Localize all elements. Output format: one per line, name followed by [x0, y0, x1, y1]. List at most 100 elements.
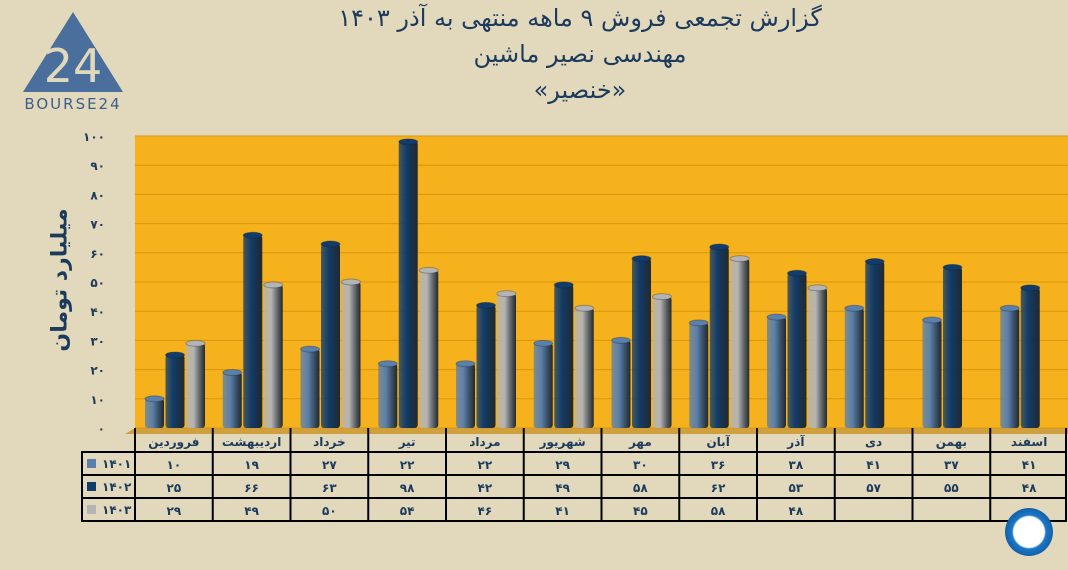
- data-table: [81, 451, 1067, 522]
- bar-cap: [922, 316, 942, 324]
- bar-cap: [144, 395, 165, 403]
- bar-cap: [320, 240, 341, 248]
- bar-cap: [165, 351, 185, 359]
- bar-۱۴۰۱-6: [611, 340, 631, 428]
- svg-text:24: 24: [44, 39, 103, 93]
- data-label: ۵۵: [944, 481, 959, 495]
- bar-cap: [300, 345, 320, 353]
- data-label: ۴۶: [478, 504, 493, 518]
- bar-cap: [709, 243, 730, 251]
- y-tick-label: ۵۰: [90, 276, 105, 290]
- bar-۱۴۰۳-4: [497, 293, 516, 428]
- data-label: ۲۲: [400, 458, 415, 472]
- bar-cap: [807, 284, 828, 292]
- x-tick-label: اردیبهشت: [222, 435, 281, 449]
- x-tick-label: مهر: [628, 435, 652, 449]
- y-tick-label: ۰: [98, 422, 105, 436]
- bar-۱۴۰۲-5: [554, 284, 574, 428]
- bar-cap: [496, 290, 517, 298]
- bar-cap: [844, 304, 865, 312]
- data-label: ۴۱: [1022, 458, 1037, 472]
- bar-cap: [688, 319, 709, 327]
- y-tick-label: ۶۰: [90, 247, 105, 261]
- data-label: ۴۸: [1022, 481, 1037, 495]
- bar-cap: [398, 138, 419, 146]
- bar-۱۴۰۱-7: [689, 322, 709, 428]
- data-label: ۴۹: [555, 481, 570, 495]
- legend-label: ۱۴۰۱: [102, 457, 131, 471]
- data-label: ۵۸: [633, 481, 648, 495]
- y-tick-label: ۴۰: [90, 305, 105, 319]
- bar-cap: [1020, 284, 1041, 292]
- data-label: ۱۰: [167, 458, 182, 472]
- x-tick-label: فروردین: [148, 435, 199, 450]
- data-label: ۶۶: [244, 481, 259, 495]
- logo-text: BOURSE24: [24, 95, 122, 113]
- bar-۱۴۰۳-5: [574, 308, 594, 428]
- data-label: ۱۹: [244, 458, 259, 472]
- bar-۱۴۰۱-8: [767, 317, 786, 428]
- bar-۱۴۰۱-10: [922, 319, 942, 428]
- bar-۱۴۰۲-7: [709, 246, 729, 428]
- bar-cap: [652, 293, 672, 301]
- bar-۱۴۰۱-5: [533, 343, 553, 428]
- bar-۱۴۰۳-1: [263, 284, 283, 428]
- data-label: ۲۲: [478, 458, 493, 472]
- bar-۱۴۰۱-9: [844, 308, 864, 428]
- bar-cap: [341, 278, 361, 286]
- data-label: ۵۴: [400, 504, 415, 518]
- y-tick-label: ۷۰: [90, 218, 105, 232]
- bar-۱۴۰۲-8: [787, 273, 807, 428]
- bourse24-logo-icon: 24: [23, 12, 123, 93]
- y-tick-label: ۸۰: [90, 188, 105, 202]
- bar-cap: [533, 339, 554, 347]
- bar-۱۴۰۲-2: [321, 244, 340, 428]
- bar-۱۴۰۲-10: [943, 267, 962, 428]
- data-label: ۴۹: [244, 504, 259, 518]
- x-tick-label: آبان: [706, 434, 730, 449]
- x-tick-label: شهریور: [539, 435, 586, 450]
- bar-۱۴۰۱-4: [456, 363, 475, 428]
- data-label: ۲۷: [322, 458, 337, 472]
- x-tick-label: آذر: [786, 434, 805, 449]
- bar-cap: [999, 304, 1020, 312]
- bar-cap: [611, 336, 631, 344]
- bar-۱۴۰۲-0: [165, 355, 185, 428]
- bar-۱۴۰۲-4: [476, 305, 496, 428]
- x-tick-label: اسفند: [1011, 435, 1047, 449]
- data-label: ۴۵: [633, 504, 648, 518]
- data-label: ۲۹: [167, 504, 182, 518]
- data-label: ۶۲: [711, 481, 726, 495]
- data-label: ۳۷: [944, 458, 959, 472]
- data-label: ۵۸: [711, 504, 726, 518]
- company-name: مهندسی نصیر ماشین: [473, 40, 687, 68]
- data-label: ۳۸: [789, 458, 804, 472]
- ticker-name: «خنصیر»: [533, 76, 627, 104]
- bar-cap: [242, 231, 263, 239]
- bar-۱۴۰۲-6: [632, 258, 651, 428]
- bar-cap: [377, 360, 398, 368]
- bar-cap: [864, 258, 885, 266]
- bar-cap: [476, 301, 496, 309]
- bar-cap: [942, 263, 963, 271]
- bar-۱۴۰۱-0: [145, 398, 164, 428]
- y-tick-label: ۱۰: [90, 393, 105, 407]
- bar-cap: [766, 313, 787, 321]
- data-label: ۲۹: [555, 458, 570, 472]
- x-tick-label: مرداد: [469, 435, 500, 449]
- chart-title: گزارش تجمعی فروش ۹ ماهه منتهی به آذر ۱۴۰…: [338, 4, 822, 32]
- data-label: ۹۸: [400, 481, 415, 495]
- bar-cap: [418, 266, 439, 274]
- x-tick-label: تیر: [398, 435, 416, 449]
- data-label: ۶۳: [322, 481, 337, 495]
- data-label: ۵۷: [866, 481, 881, 495]
- x-tick-label: بهمن: [936, 435, 967, 449]
- bar-۱۴۰۲-9: [865, 261, 885, 428]
- y-tick-label: ۹۰: [90, 159, 105, 173]
- bar-cap: [787, 269, 807, 277]
- bar-cap: [729, 255, 750, 263]
- bar-cap: [631, 255, 652, 263]
- bar-۱۴۰۱-11: [1000, 308, 1020, 428]
- bar-cap: [185, 339, 206, 347]
